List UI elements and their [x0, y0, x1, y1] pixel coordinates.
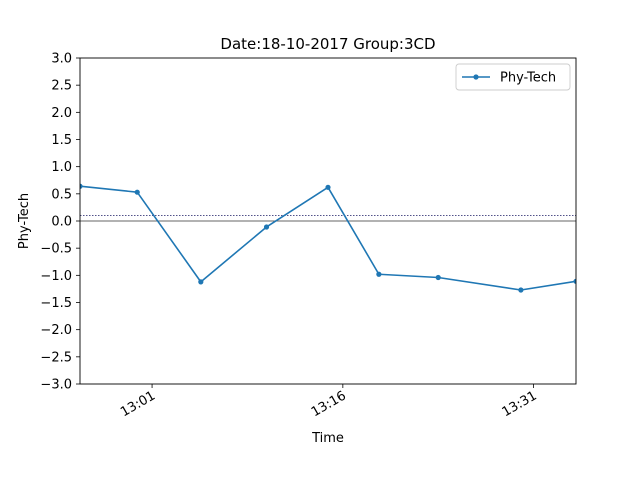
legend: Phy-Tech	[455, 63, 571, 91]
axes-frame	[79, 57, 577, 385]
legend-box	[455, 63, 571, 91]
data-point	[198, 279, 204, 285]
data-point	[573, 278, 576, 284]
legend-label: Phy-Tech	[500, 71, 556, 86]
y-tick-label: 1.5	[51, 133, 72, 148]
y-axis-label: Phy-Tech	[17, 193, 32, 249]
x-axis-label: Time	[311, 431, 344, 446]
chart-title: Date:18-10-2017 Group:3CD	[220, 35, 435, 53]
y-tick-label: −2.5	[40, 350, 72, 365]
y-tick-label: 2.5	[51, 79, 72, 94]
y-tick-label: 1.0	[51, 160, 72, 175]
data-point	[518, 287, 524, 293]
data-point	[263, 224, 270, 230]
data-point	[80, 183, 83, 189]
y-tick-label: −1.0	[40, 269, 72, 284]
y-tick-label: 2.0	[51, 106, 72, 121]
y-tick-label: −0.5	[40, 242, 72, 257]
data-point	[435, 274, 441, 281]
data-point	[325, 184, 331, 190]
y-tick-label: −1.5	[40, 296, 72, 311]
y-tick-label: 3.0	[51, 52, 72, 67]
y-tick-label: −2.0	[40, 323, 72, 338]
series-group	[80, 183, 576, 293]
y-tick-label: −3.0	[40, 378, 72, 393]
data-point	[134, 189, 140, 195]
data-point	[376, 271, 382, 277]
y-tick-label: 0.5	[51, 187, 72, 202]
y-tick-label: 0.0	[51, 215, 72, 230]
legend-marker	[473, 74, 479, 80]
